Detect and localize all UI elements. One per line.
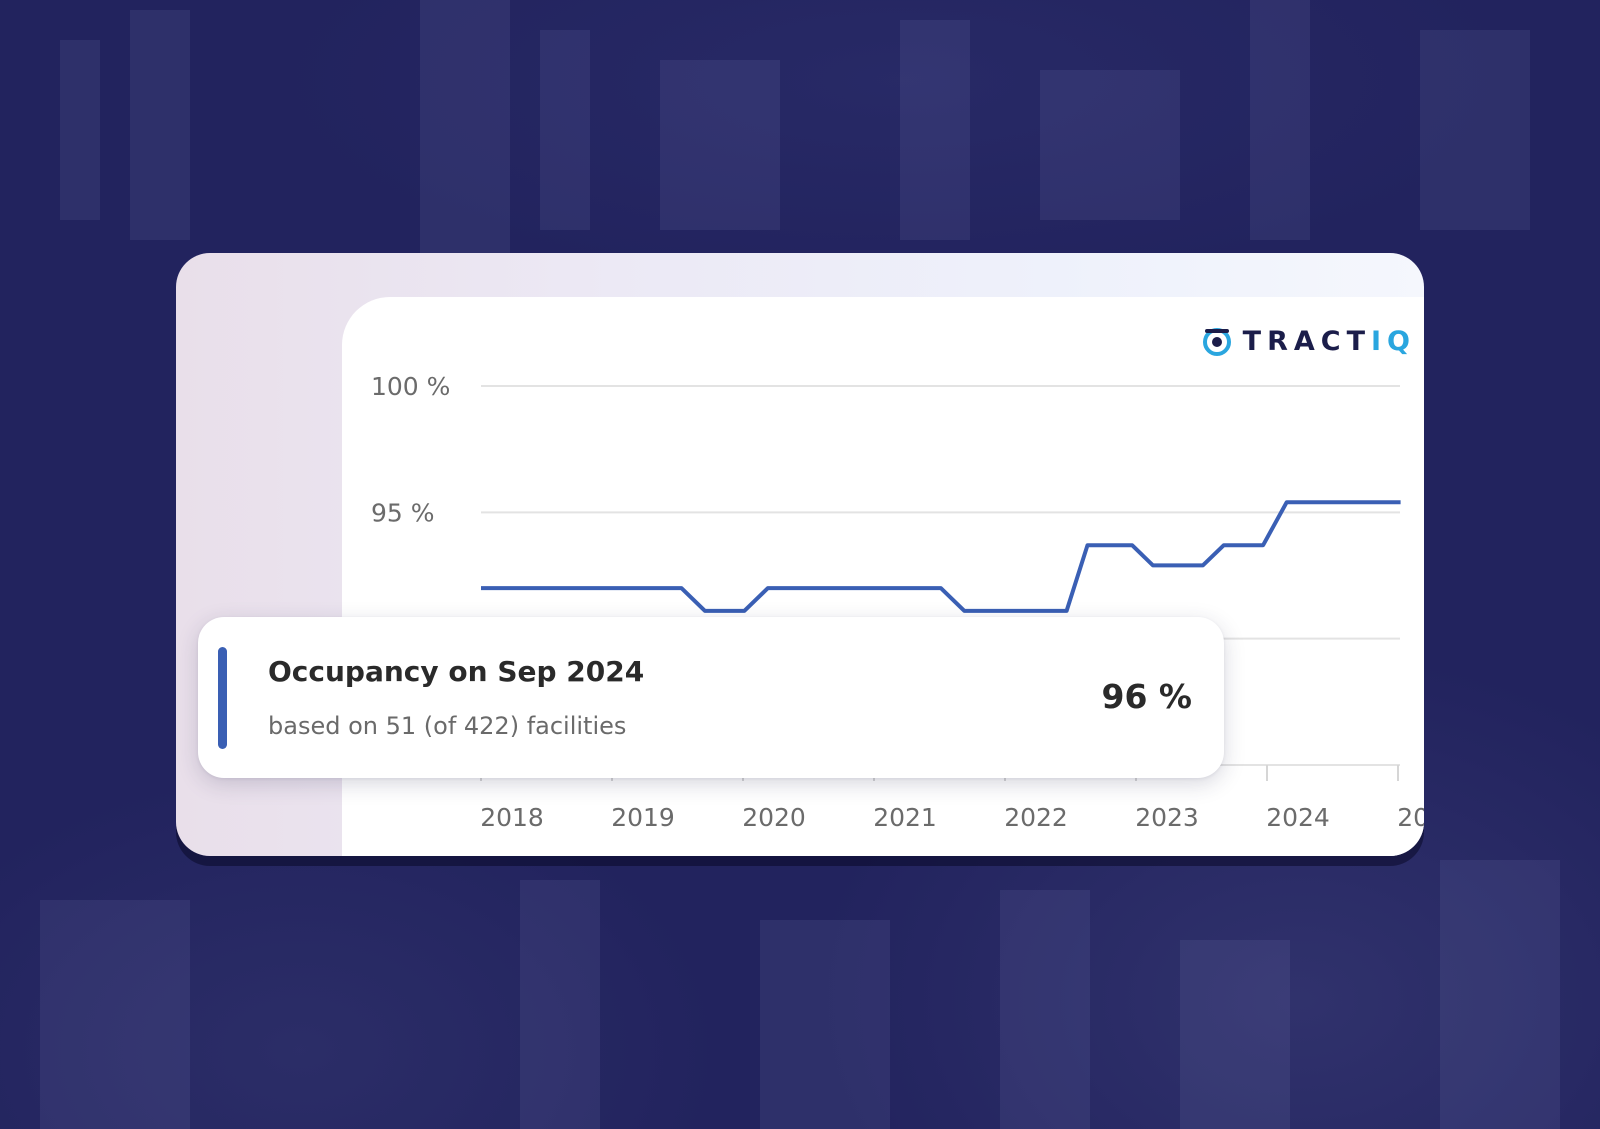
x-tick-label: 2024	[1397, 803, 1424, 832]
x-tick-label: 2019	[611, 803, 675, 832]
x-tick-label: 2020	[742, 803, 806, 832]
x-tick-label: 2021	[873, 803, 937, 832]
y-tick-label: 100 %	[371, 372, 450, 401]
x-tick-label: 2024	[1266, 803, 1330, 832]
tractiq-logo-text: TRACTIQ	[1242, 325, 1416, 357]
x-tick-label: 2022	[1004, 803, 1068, 832]
y-tick-label: 95 %	[371, 498, 435, 527]
occupancy-series-line	[481, 500, 1401, 613]
tooltip-subtitle: based on 51 (of 422) facilities	[268, 712, 627, 740]
x-tick-label: 2023	[1135, 803, 1199, 832]
tooltip-title: Occupancy on Sep 2024	[268, 655, 645, 688]
occupancy-tooltip: Occupancy on Sep 2024 based on 51 (of 42…	[198, 617, 1224, 778]
tooltip-value: 96 %	[1101, 677, 1192, 716]
tractiq-logo: TRACTIQ	[1201, 325, 1416, 357]
tractiq-logo-icon	[1202, 328, 1231, 356]
tooltip-series-indicator	[218, 647, 227, 749]
x-tick-label: 2018	[480, 803, 544, 832]
